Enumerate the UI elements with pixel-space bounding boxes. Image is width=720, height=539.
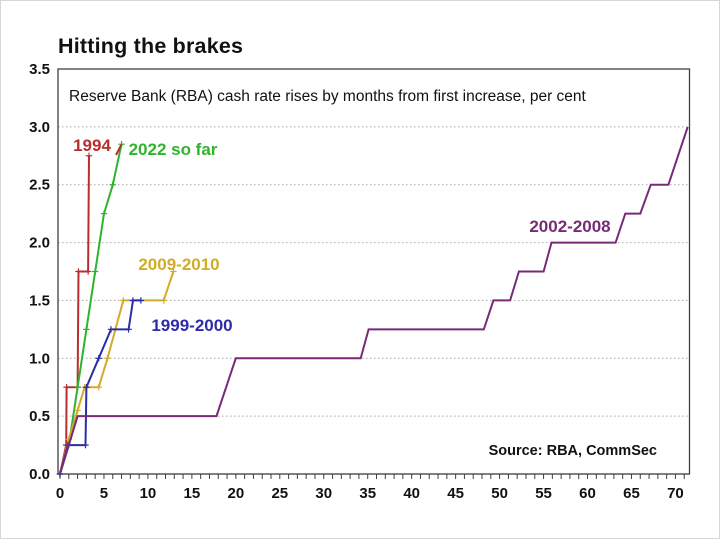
y-tick-label: 1.5 (29, 292, 50, 309)
series-line-2002-2008 (59, 126, 689, 475)
x-tick-label: 50 (491, 485, 508, 502)
y-tick-label: 1.0 (29, 350, 50, 367)
y-tick-label: 3.0 (29, 119, 50, 136)
x-tick-label: 25 (271, 485, 288, 502)
x-tick-label: 55 (535, 485, 552, 502)
x-tick-label: 60 (579, 485, 596, 502)
series-line-2022-so-far (59, 143, 123, 475)
x-tick-label: 35 (359, 485, 376, 502)
x-tick-label: 65 (623, 485, 640, 502)
label-leader-dash (115, 144, 123, 156)
y-tick-label: 2.0 (29, 235, 50, 252)
x-tick-label: 20 (227, 485, 244, 502)
x-tick-label: 30 (315, 485, 332, 502)
x-tick-label: 5 (100, 485, 108, 502)
plot-area: 0 5 10 15 20 25 30 35 40 45 50 55 60 65 70 3.5 3.0 2.5 2.0… (29, 61, 691, 502)
x-tick-label: 15 (184, 485, 201, 502)
series-label-2022-so-far: 2022 so far (129, 140, 218, 159)
series-label-2009-2010: 2009-2010 (138, 255, 219, 274)
x-tick-label: 70 (667, 485, 684, 502)
chart-title: Hitting the brakes (58, 34, 243, 58)
y-tick-label: 2.5 (29, 177, 50, 194)
plot-frame (57, 68, 691, 475)
y-tick-label: 0.0 (29, 466, 50, 483)
x-tick-label: 10 (140, 485, 157, 502)
y-tick-label: 0.5 (29, 408, 50, 425)
series-label-1999-2000: 1999-2000 (151, 316, 232, 335)
chart-subtitle: Reserve Bank (RBA) cash rate rises by mo… (69, 88, 587, 105)
series-label-1994: 1994 (73, 136, 111, 155)
source-credit: Source: RBA, CommSec (489, 443, 657, 459)
x-tick-label: 45 (447, 485, 464, 502)
x-tick-label: 0 (56, 485, 64, 502)
y-tick-label: 3.5 (29, 61, 50, 78)
series-label-2002-2008: 2002-2008 (529, 217, 610, 236)
x-tick-label: 40 (403, 485, 420, 502)
